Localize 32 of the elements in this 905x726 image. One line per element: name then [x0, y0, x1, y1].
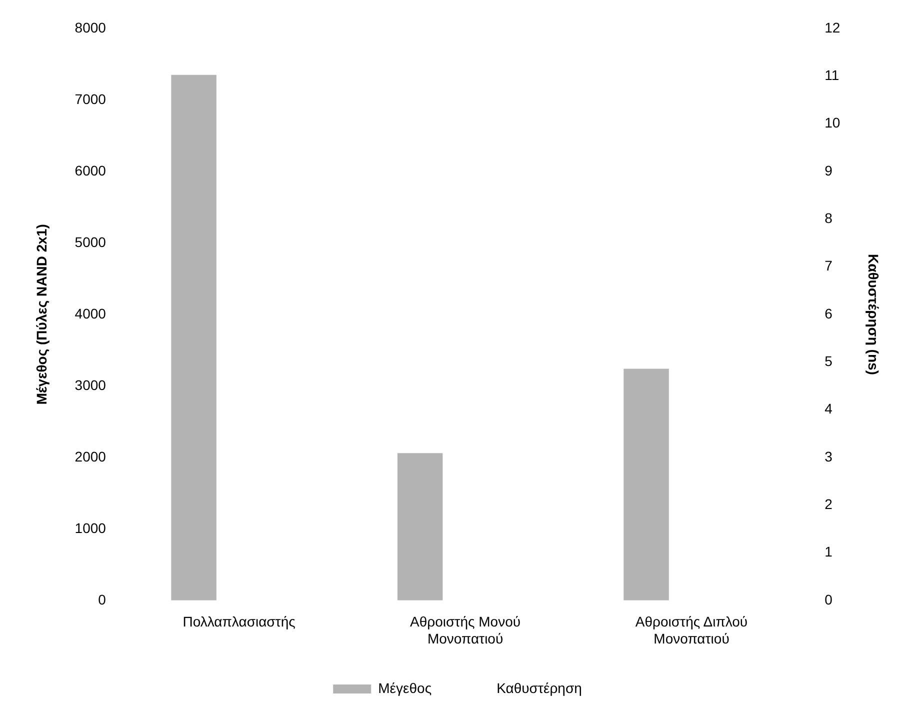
y2-tick-label: 12 — [824, 19, 840, 36]
legend-label: Μέγεθος — [378, 680, 432, 696]
y2-axis-title: Καθυστέρηση (ns) — [866, 254, 882, 375]
x-tick-label: Πολλαπλασιαστής — [182, 614, 296, 630]
x-tick-label: Αθροιστής Διπλού Μονοπατιού — [635, 614, 748, 646]
text: Καθυστέρηση — [496, 680, 582, 696]
y-tick-label: 4000 — [74, 305, 106, 322]
y-tick-label: 0 — [98, 591, 106, 608]
y2-tick-label: 9 — [824, 162, 833, 178]
bar — [171, 74, 216, 600]
y2-tick-label: 2 — [824, 496, 833, 512]
y-tick-label: 2000 — [74, 448, 106, 464]
y-tick-label: 5000 — [74, 234, 106, 250]
y-tick-label: 8000 — [74, 19, 106, 36]
y-axis-title: Μέγεθος (Πύλες NAND 2x1) — [33, 224, 50, 405]
y2-tick-label: 3 — [824, 448, 833, 464]
y-tick-label: 1000 — [74, 520, 106, 536]
y2-tick-label: 1 — [824, 544, 833, 560]
y2-tick-label: 11 — [824, 66, 840, 83]
y2-tick-label: 10 — [824, 114, 840, 131]
x-tick-label: Αθροιστής Μονού Μονοπατιού — [410, 614, 521, 646]
y2-tick-label: 4 — [824, 400, 833, 417]
y2-tick-label: 0 — [824, 591, 833, 608]
y-tick-label: 7000 — [74, 90, 106, 107]
y2-tick-label: 5 — [824, 352, 833, 369]
y-tick-label: 3000 — [74, 376, 106, 393]
bar — [624, 368, 669, 600]
bar — [397, 453, 443, 600]
y2-tick-label: 7 — [824, 258, 833, 274]
y2-tick-label: 8 — [824, 210, 833, 226]
y-tick-label: 6000 — [74, 162, 106, 178]
y2-tick-label: 6 — [824, 305, 833, 322]
